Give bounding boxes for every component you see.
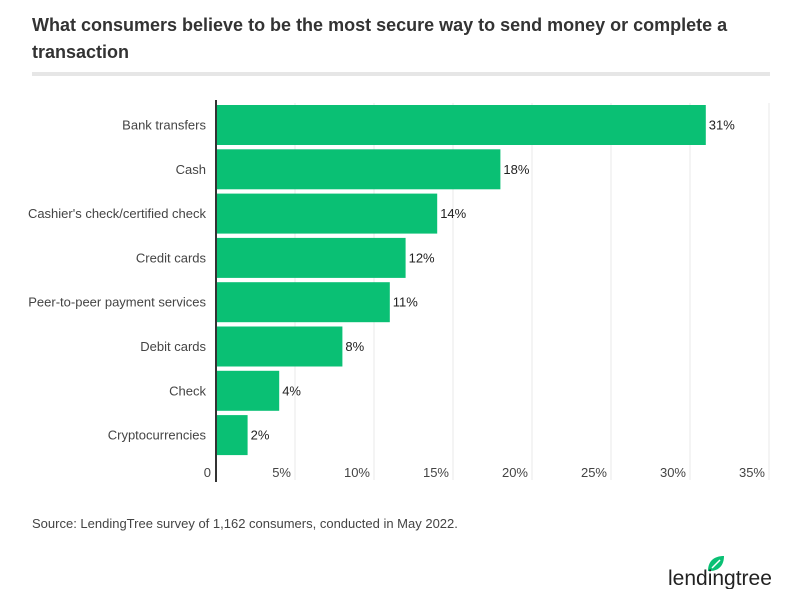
bar: [216, 415, 248, 456]
bar: [216, 282, 390, 323]
data-label: 14%: [440, 206, 466, 221]
bar: [216, 326, 343, 367]
data-label: 11%: [393, 295, 418, 310]
category-label: Debit cards: [140, 339, 206, 354]
category-label: Cashier's check/certified check: [28, 206, 207, 221]
bar: [216, 237, 406, 278]
category-label: Check: [169, 383, 206, 398]
data-label: 31%: [709, 118, 735, 133]
data-label: 12%: [409, 250, 435, 265]
x-tick-label: 30%: [660, 465, 686, 480]
bar: [216, 193, 438, 234]
bar: [216, 370, 280, 411]
x-tick-label: 5%: [272, 465, 291, 480]
data-label: 2%: [251, 428, 270, 443]
x-tick-label: 15%: [423, 465, 449, 480]
x-tick-label: 10%: [344, 465, 370, 480]
chart-title: What consumers believe to be the most se…: [32, 15, 728, 62]
bar: [216, 105, 706, 145]
x-tick-label: 35%: [739, 465, 765, 480]
data-label: 18%: [503, 162, 529, 177]
data-label: 8%: [345, 339, 364, 354]
x-tick-label: 20%: [502, 465, 528, 480]
lendingtree-logo: lendingtree: [668, 555, 778, 594]
svg-text:lendingtree: lendingtree: [668, 567, 772, 589]
x-tick-label: 25%: [581, 465, 607, 480]
source-note: Source: LendingTree survey of 1,162 cons…: [32, 516, 458, 531]
category-label: Cryptocurrencies: [108, 428, 207, 443]
x-tick-label: 0: [204, 465, 211, 480]
title-divider: [32, 72, 770, 76]
category-label: Cash: [176, 162, 206, 177]
leaf-icon: lendingtree: [668, 556, 772, 590]
data-label: 4%: [282, 383, 301, 398]
category-label: Bank transfers: [122, 118, 206, 133]
category-label: Peer-to-peer payment services: [28, 295, 206, 310]
category-label: Credit cards: [136, 250, 207, 265]
bar: [216, 149, 501, 190]
